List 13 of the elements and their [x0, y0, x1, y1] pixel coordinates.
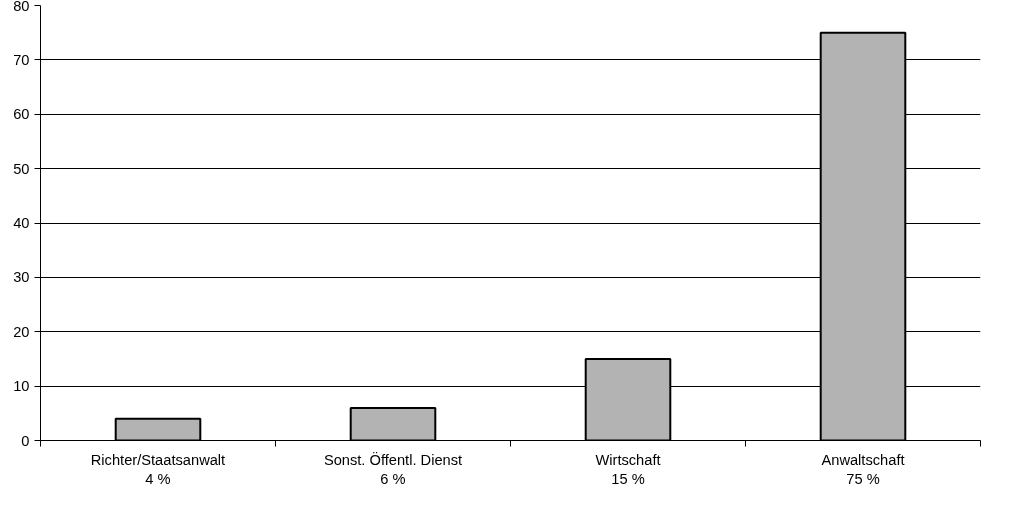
x-tick-label: Richter/Staatsanwalt 4 % [90, 451, 226, 487]
x-tick-label: Sonst. Öffentl. Dienst 6 % [323, 450, 463, 487]
y-tick-label: 10 [13, 378, 30, 395]
y-tick-label: 0 [21, 432, 30, 449]
y-tick-label: 80 [13, 0, 30, 14]
y-tick-label: 60 [13, 106, 30, 123]
x-tick-label: Wirtschaft 15 % [595, 451, 661, 487]
y-tick-label: 70 [13, 51, 30, 68]
y-tick-label: 40 [13, 215, 30, 231]
y-tick-label: 50 [13, 160, 30, 177]
x-tick-label: Anwaltschaft 75 % [821, 451, 905, 487]
y-tick-label: 20 [13, 323, 30, 340]
y-tick-label: 30 [13, 269, 30, 286]
